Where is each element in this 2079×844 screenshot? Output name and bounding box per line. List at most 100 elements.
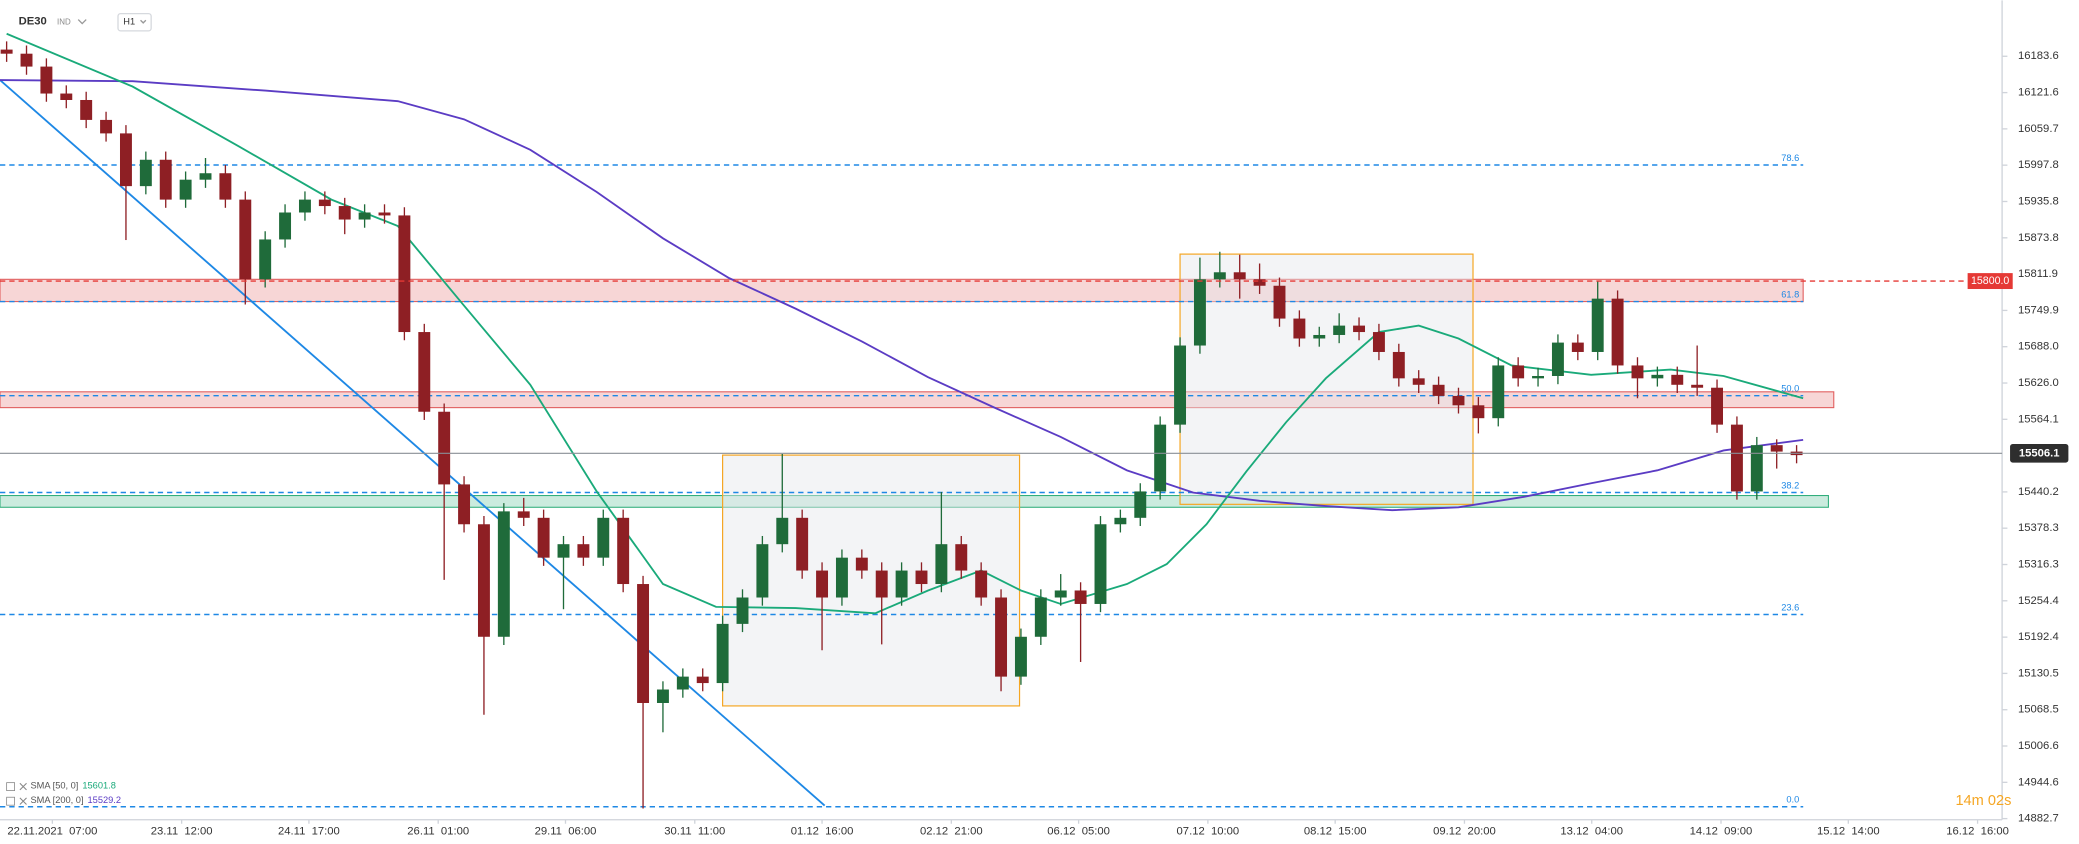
- candle-body: [517, 511, 530, 518]
- candle-body: [179, 179, 192, 200]
- candle-body: [637, 584, 650, 703]
- candle-body: [378, 212, 391, 216]
- candle-body: [995, 597, 1008, 677]
- last-price-tag: [2010, 444, 2069, 463]
- instrument-type: IND: [57, 17, 71, 26]
- y-tick-label: 15688.0: [2018, 341, 2059, 353]
- interval[interactable]: H1: [123, 17, 135, 27]
- x-tick-label: 16.12 16:00: [1946, 826, 2009, 838]
- symbol[interactable]: DE30: [19, 16, 47, 28]
- y-tick-label: 16183.6: [2018, 50, 2059, 62]
- y-tick-label: 15130.5: [2018, 667, 2059, 679]
- candle-body: [557, 544, 570, 558]
- symbol-dropdown[interactable]: [77, 19, 87, 25]
- legend-remove: [19, 797, 27, 805]
- candle-body: [1094, 524, 1107, 604]
- candle-body: [60, 93, 73, 100]
- candle-body: [1014, 636, 1027, 677]
- candle-body: [398, 215, 411, 333]
- candle-body: [1114, 517, 1127, 525]
- interval-button[interactable]: [117, 12, 152, 32]
- candle-body: [139, 159, 152, 187]
- candle-body: [1313, 334, 1326, 339]
- candle-body: [477, 524, 490, 637]
- candle-body: [458, 484, 471, 525]
- candle-body: [1492, 365, 1505, 419]
- sma-line: [0, 79, 1804, 512]
- y-tick-label: 15440.2: [2018, 486, 2059, 498]
- legend: SMA [50, 0] 15601.8 SMA [200, 0] 15529.2: [6, 781, 122, 806]
- x-tick-label: 30.11 11:00: [664, 826, 725, 838]
- candle-body: [100, 119, 113, 134]
- candle-body: [935, 544, 948, 585]
- plot-area: 78.6 61.8 50.0 38.2 23.6 0.0: [0, 32, 1835, 809]
- candle-body: [855, 557, 868, 571]
- candle-body: [1293, 318, 1306, 339]
- candle-body: [656, 689, 669, 703]
- legend-name: SMA [50, 0]: [30, 781, 78, 791]
- legend-entry: SMA [50, 0] 15601.8: [30, 781, 115, 791]
- candle-body: [955, 544, 968, 571]
- fib-label: 38.2: [1781, 480, 1799, 490]
- candle-body: [1651, 374, 1664, 379]
- candle-body: [119, 133, 132, 187]
- candle-body: [497, 511, 510, 637]
- alert-label: 15800.0: [1971, 275, 2009, 287]
- candle-body: [1154, 424, 1167, 492]
- legend-icon: [6, 796, 15, 806]
- x-tick-label: 29.11 06:00: [535, 826, 597, 838]
- y-tick-label: 15192.4: [2018, 631, 2059, 643]
- candle-body: [1074, 590, 1087, 604]
- candle-body: [1571, 342, 1584, 352]
- candle-body: [756, 544, 769, 598]
- legend-value: 15529.2: [88, 796, 122, 806]
- y-tick-label: 15873.8: [2018, 232, 2059, 244]
- candle-body: [1134, 491, 1147, 518]
- y-tick-label: 15006.6: [2018, 740, 2059, 752]
- candle-body: [1253, 279, 1266, 286]
- candle-body: [358, 212, 371, 220]
- y-tick-label: 14882.7: [2018, 813, 2059, 825]
- candle-body: [895, 570, 908, 598]
- y-tick-label: 16059.7: [2018, 123, 2059, 135]
- x-tick-label: 24.11 17:00: [278, 826, 340, 838]
- candle-body: [1273, 285, 1286, 319]
- candle-body: [716, 623, 729, 684]
- fib-label: 0.0: [1786, 795, 1799, 805]
- candle-body: [1392, 351, 1405, 379]
- candle-body: [537, 517, 550, 558]
- candle-body: [835, 557, 848, 598]
- candle-body: [199, 173, 212, 180]
- last-price-label: 15506.1: [2019, 447, 2060, 459]
- candle-body: [1233, 272, 1246, 280]
- candle-body: [219, 173, 232, 200]
- candle-body: [796, 517, 809, 571]
- candle-body: [1193, 279, 1206, 346]
- legend-remove: [19, 782, 27, 791]
- fib-label: 23.6: [1781, 602, 1799, 612]
- alert-tag: [1967, 273, 2013, 290]
- candle-body: [338, 206, 351, 220]
- candle-body: [1034, 597, 1047, 637]
- candle-body: [438, 411, 451, 485]
- y-tick-label: 15811.9: [2018, 268, 2058, 280]
- candle-body: [40, 66, 53, 94]
- y-tick-label: 15935.8: [2018, 195, 2059, 207]
- legend-value: 15601.8: [82, 781, 115, 791]
- fib-label: 78.6: [1781, 153, 1799, 163]
- x-tick-label: 08.12 15:00: [1304, 826, 1367, 838]
- zone: [0, 278, 1804, 303]
- x-tick-label: 22.11.2021 07:00: [7, 826, 97, 838]
- toolbar: DE30 IND H1: [19, 12, 152, 32]
- candle-body: [915, 570, 928, 585]
- candle-body: [577, 544, 590, 558]
- candle-body: [1472, 405, 1485, 419]
- candle-body: [1353, 325, 1366, 333]
- candle-body: [1532, 375, 1545, 379]
- y-tick-label: 15626.0: [2018, 377, 2059, 389]
- x-tick-label: 02.12 21:00: [920, 826, 983, 838]
- candle-body: [875, 570, 888, 598]
- y-tick-label: 15068.5: [2018, 704, 2059, 716]
- timer: 14m 02s: [1955, 793, 2011, 809]
